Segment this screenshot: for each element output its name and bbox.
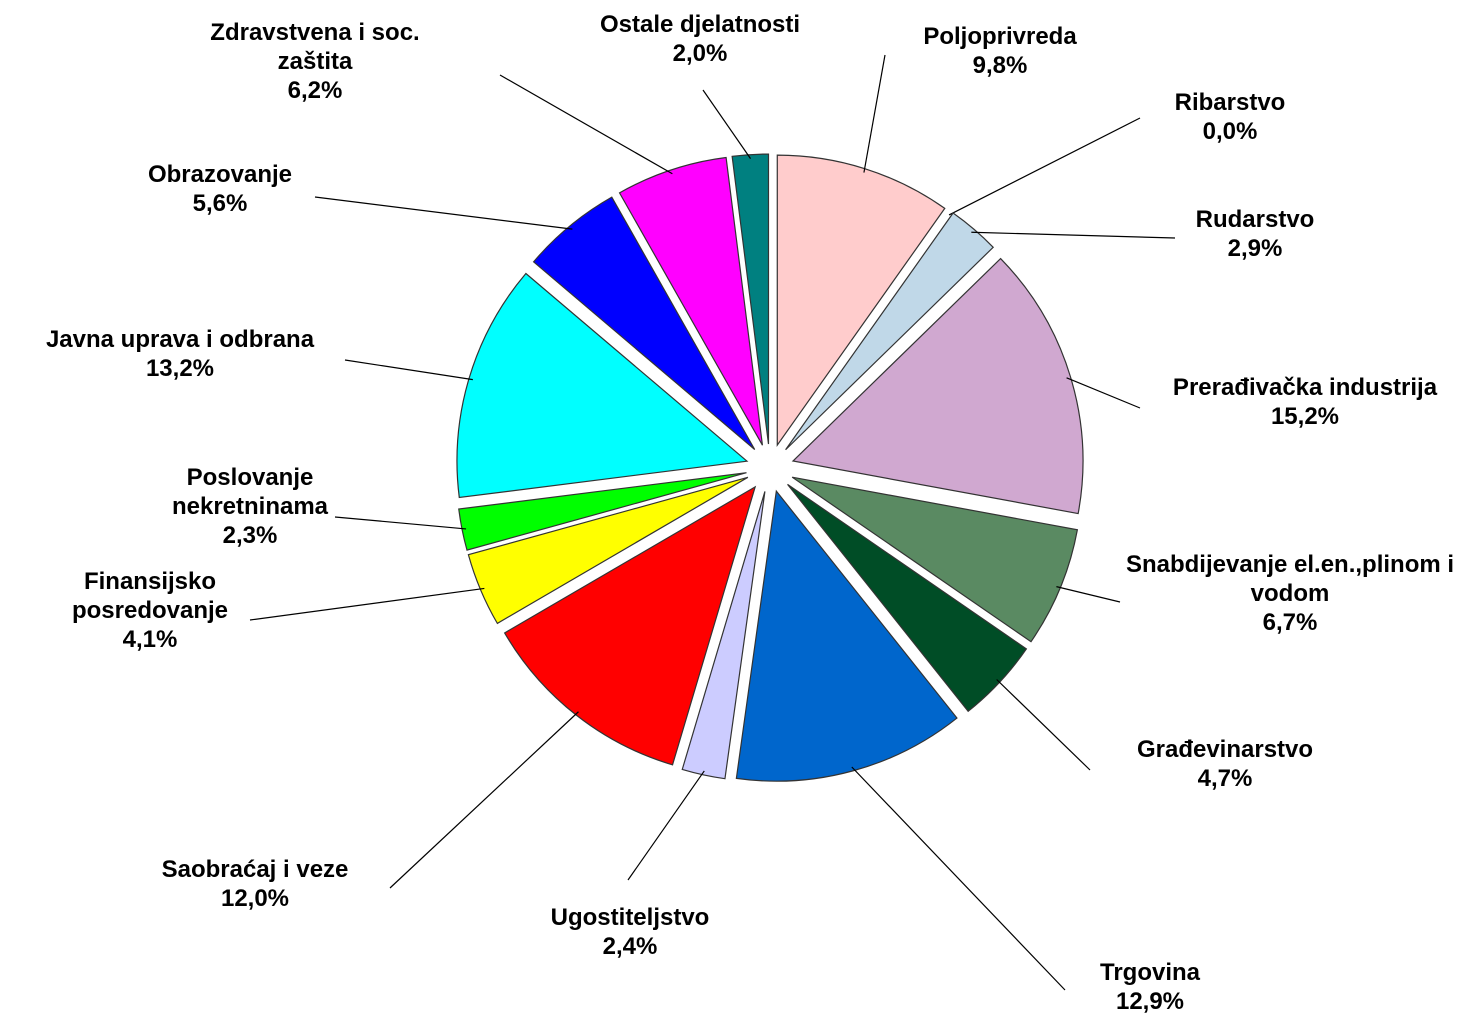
category-label: Javna uprava i odbrana — [45, 326, 315, 353]
pie-slice — [731, 153, 770, 445]
value-label: 6,2% — [287, 77, 343, 104]
value-label: 12,9% — [1115, 988, 1185, 1015]
category-label: Građevinarstvo — [1136, 736, 1314, 763]
leader-line — [971, 231, 1176, 239]
slice-label: Ugostiteljstvo 2,4% — [551, 903, 710, 961]
value-label: 15,2% — [1270, 403, 1340, 430]
value-label: 0,0% — [1202, 118, 1258, 145]
category-label: Finansijsko posredovanje — [71, 568, 229, 624]
leader-line — [499, 74, 673, 175]
pie-slice — [458, 472, 747, 551]
leader-line — [627, 770, 705, 881]
pie-slice — [785, 212, 995, 451]
value-label: 13,2% — [145, 355, 215, 382]
value-label: 2,3% — [222, 522, 278, 549]
leader-line — [314, 196, 573, 230]
slice-label: Obrazovanje 5,6% — [148, 160, 292, 218]
category-label: Snabdijevanje el.en.,plinom i vodom — [1125, 551, 1455, 607]
leader-line — [389, 711, 579, 889]
slice-label: Javna uprava i odbrana 13,2% — [46, 325, 314, 383]
slice-label: Rudarstvo 2,9% — [1196, 205, 1315, 263]
leader-line — [334, 516, 467, 530]
pie-slice — [618, 156, 764, 446]
value-label: 9,8% — [972, 52, 1028, 79]
slice-label: Poslovanje nekretninama 2,3% — [145, 463, 355, 550]
category-label: Obrazovanje — [147, 161, 293, 188]
leader-line — [344, 359, 473, 381]
pie-slice — [503, 485, 757, 766]
pie-slice — [791, 476, 1079, 643]
value-label: 2,4% — [602, 933, 658, 960]
value-label: 5,6% — [192, 190, 248, 217]
category-label: Prerađivačka industrija — [1172, 374, 1438, 401]
leader-line — [702, 89, 752, 159]
category-label: Zdravstvena i soc. zaštita — [210, 19, 420, 75]
value-label: 4,7% — [1197, 765, 1253, 792]
pie-slice — [681, 491, 766, 780]
leader-line — [249, 587, 485, 621]
category-label: Rudarstvo — [1195, 206, 1315, 233]
slice-label: Prerađivačka industrija 15,2% — [1173, 373, 1437, 431]
slice-label: Ribarstvo 0,0% — [1175, 88, 1286, 146]
value-label: 6,7% — [1262, 609, 1318, 636]
value-label: 2,9% — [1227, 235, 1283, 262]
category-label: Ribarstvo — [1174, 89, 1286, 116]
pie-slice — [532, 196, 756, 450]
value-label: 2,0% — [672, 40, 728, 67]
category-label: Trgovina — [1099, 959, 1201, 986]
slice-label: Zdravstvena i soc. zaštita 6,2% — [180, 18, 450, 105]
leader-line — [948, 117, 1141, 216]
leader-line — [1056, 586, 1121, 603]
leader-line — [851, 766, 1066, 991]
value-label: 12,0% — [220, 885, 290, 912]
leader-line — [1066, 377, 1141, 409]
category-label: Poljoprivreda — [923, 23, 1077, 50]
category-label: Ostale djelatnosti — [599, 11, 801, 38]
category-label: Poslovanje nekretninama — [171, 464, 329, 520]
category-label: Ugostiteljstvo — [550, 904, 710, 931]
pie-slice — [791, 257, 1084, 515]
pie-slice — [467, 476, 749, 625]
slice-label: Trgovina 12,9% — [1100, 958, 1200, 1016]
leader-line — [996, 679, 1091, 771]
slice-label: Saobraćaj i veze 12,0% — [162, 855, 349, 913]
slice-label: Poljoprivreda 9,8% — [923, 22, 1076, 80]
slice-label: Snabdijevanje el.en.,plinom i vodom 6,7% — [1125, 550, 1455, 637]
category-label: Saobraćaj i veze — [161, 856, 349, 883]
pie-slice — [735, 489, 958, 782]
slice-label: Ostale djelatnosti 2,0% — [600, 10, 800, 68]
slice-label: Građevinarstvo 4,7% — [1137, 735, 1313, 793]
leader-line — [863, 54, 886, 173]
value-label: 4,1% — [122, 626, 178, 653]
slice-label: Finansijsko posredovanje 4,1% — [45, 567, 255, 654]
